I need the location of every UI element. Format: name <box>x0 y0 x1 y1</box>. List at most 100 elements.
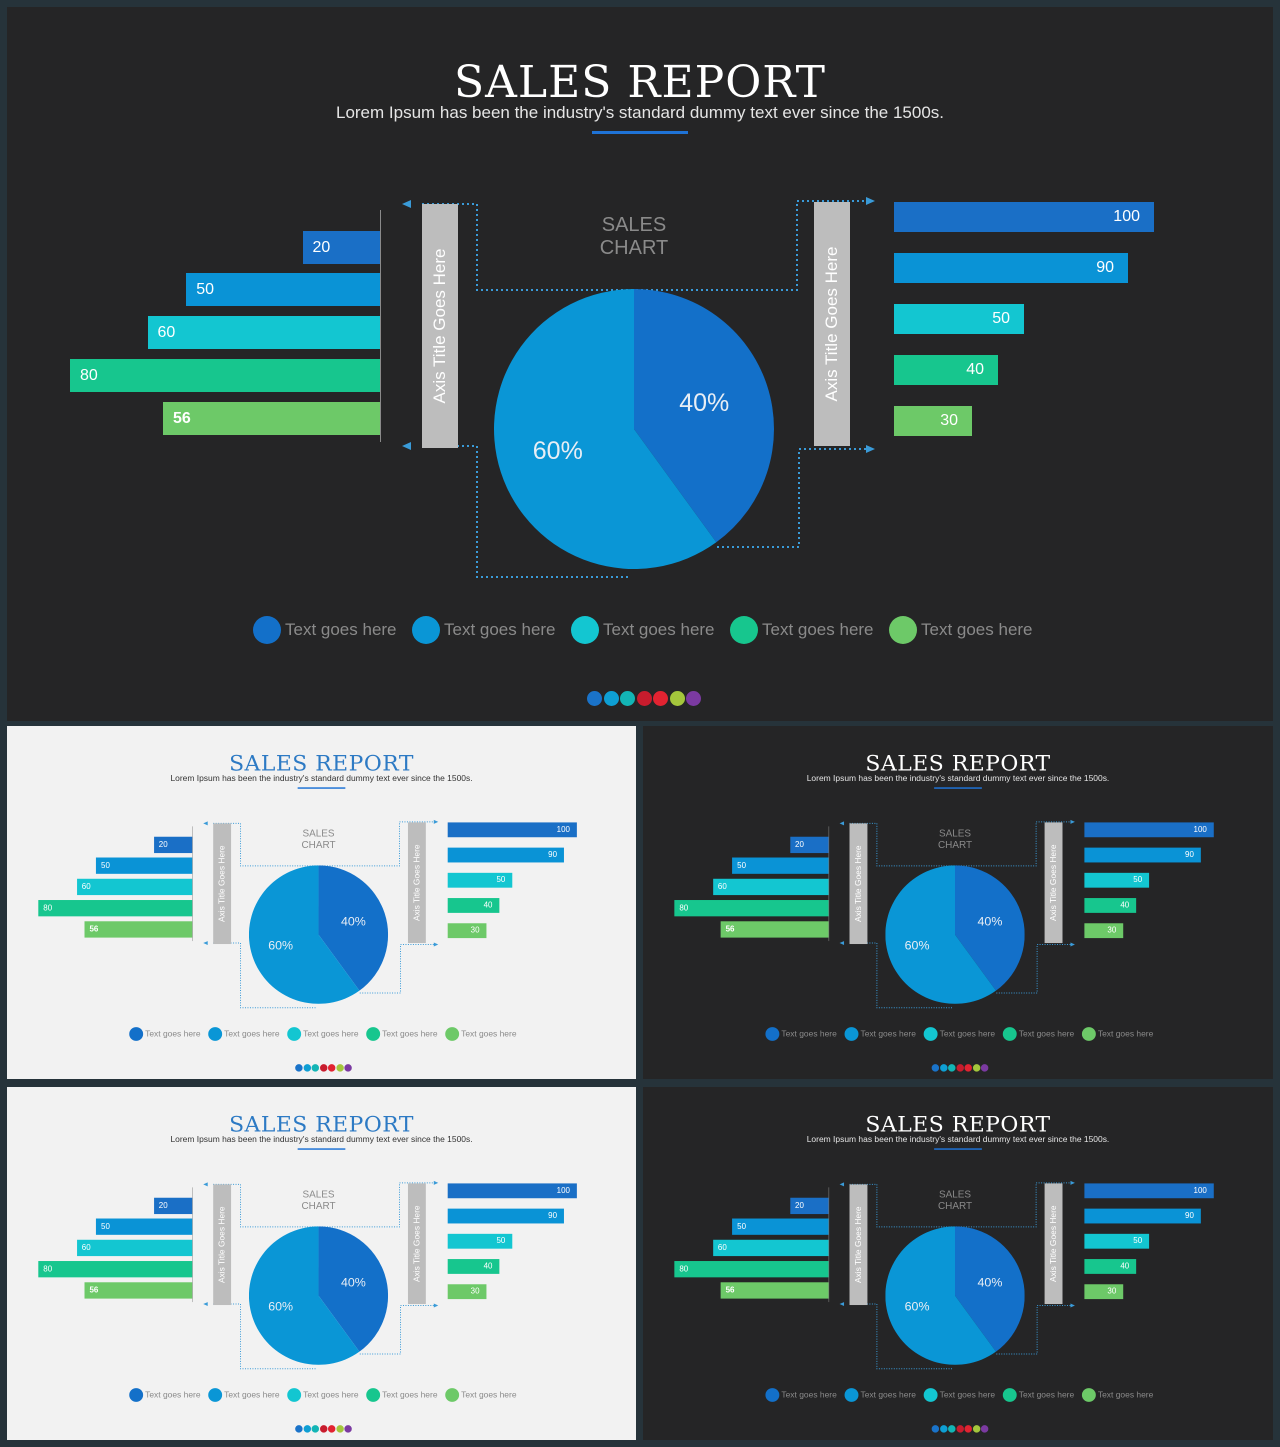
legend-dot <box>1081 1388 1096 1402</box>
page-dot[interactable] <box>939 1425 948 1433</box>
right-bar: 40 <box>447 898 500 913</box>
slide-thumb-1[interactable]: SALES REPORT Lorem Ipsum has been the in… <box>7 726 636 1079</box>
sales-chart-title: SALES CHART <box>937 828 973 851</box>
left-bar: 80 <box>674 900 829 917</box>
page-dot[interactable] <box>336 1064 344 1072</box>
page-dot[interactable] <box>311 1425 320 1433</box>
legend-dot <box>923 1388 938 1402</box>
page-dot[interactable] <box>956 1064 964 1072</box>
right-bar: 90 <box>1084 1208 1201 1224</box>
page-dot[interactable] <box>327 1064 336 1072</box>
legend-label: Text goes here <box>145 1029 201 1039</box>
page-dot[interactable] <box>931 1425 940 1433</box>
page-dot[interactable] <box>964 1425 972 1433</box>
axis-title-right: Axis Title Goes Here <box>822 246 841 402</box>
right-bar: 50 <box>447 872 513 888</box>
page-dot[interactable] <box>964 1064 972 1072</box>
page-dot[interactable] <box>603 691 619 706</box>
page-dot[interactable] <box>948 1064 956 1072</box>
legend-dot <box>889 616 917 644</box>
page-dot[interactable] <box>686 691 701 706</box>
page-dot[interactable] <box>303 1064 311 1072</box>
right-bar: 100 <box>447 822 577 838</box>
left-bar: 80 <box>38 1261 193 1278</box>
page-dot[interactable] <box>327 1425 336 1433</box>
left-bottom-connector-line <box>849 1303 953 1370</box>
legend-dot <box>208 1388 223 1402</box>
page-dot[interactable] <box>344 1064 352 1072</box>
legend-label: Text goes here <box>461 1390 517 1400</box>
pie-slice-label: 40% <box>340 1275 366 1290</box>
legend-label: Text goes here <box>382 1390 438 1400</box>
page-dot[interactable] <box>948 1425 956 1433</box>
slide-page-dots <box>295 1425 360 1433</box>
slide-title: SALES REPORT <box>865 1111 1051 1137</box>
pie-slice <box>494 289 717 569</box>
page-dot[interactable] <box>344 1425 352 1433</box>
slide-subtitle: Lorem Ipsum has been the industry's stan… <box>335 103 944 122</box>
legend-label: Text goes here <box>224 1029 280 1039</box>
page-dot[interactable] <box>956 1425 964 1433</box>
page-dot[interactable] <box>939 1064 948 1072</box>
slide-thumb-4[interactable]: SALES REPORT Lorem Ipsum has been the in… <box>643 1087 1273 1440</box>
axis-title-right: Axis Title Goes Here <box>411 844 422 922</box>
page-dot[interactable] <box>620 691 635 706</box>
right-bar: 90 <box>1084 847 1201 863</box>
page-dot[interactable] <box>336 1425 344 1433</box>
axis-title-left: Axis Title Goes Here <box>217 845 227 923</box>
legend-dot <box>287 1027 302 1041</box>
page-dot[interactable] <box>972 1425 981 1433</box>
left-bar: 60 <box>712 878 829 896</box>
pie-slice-label: 40% <box>977 1275 1003 1290</box>
page-dot[interactable] <box>587 691 602 706</box>
axis-title-left: Axis Title Goes Here <box>430 248 449 404</box>
page-dot[interactable] <box>319 1064 328 1072</box>
legend-dot <box>253 616 281 644</box>
right-bar: 50 <box>1084 1233 1150 1249</box>
left-bar: 20 <box>302 231 380 264</box>
legend-label: Text goes here <box>382 1029 438 1039</box>
legend-dot <box>765 1027 780 1041</box>
right-bottom-connector-line <box>359 1305 437 1355</box>
pie-chart <box>248 1226 389 1365</box>
pie-slice <box>885 865 996 1004</box>
page-dot[interactable] <box>295 1064 303 1072</box>
page-dot[interactable] <box>319 1425 328 1433</box>
legend-label: Text goes here <box>303 1390 359 1400</box>
slide-main: SALES REPORT Lorem Ipsum has been the in… <box>7 7 1273 721</box>
slide-page-dots <box>587 691 717 707</box>
page-dot[interactable] <box>311 1064 320 1072</box>
left-bar: 50 <box>186 273 380 306</box>
right-bar: 30 <box>447 923 487 939</box>
pie-slice-label: 60% <box>904 1299 930 1314</box>
axis-title-right: Axis Title Goes Here <box>1048 1205 1059 1283</box>
right-bar: 50 <box>1084 872 1150 888</box>
left-bottom-connector-line <box>422 445 629 578</box>
legend-label: Text goes here <box>285 620 397 639</box>
pie-slice <box>955 865 1025 991</box>
legend-dot <box>844 1388 859 1402</box>
page-dot[interactable] <box>980 1064 989 1072</box>
slide-thumb-3[interactable]: SALES REPORT Lorem Ipsum has been the in… <box>7 1087 636 1440</box>
title-underline <box>934 787 982 789</box>
right-bottom-connector-line <box>996 944 1074 994</box>
page-dot[interactable] <box>669 691 685 706</box>
legend-label: Text goes here <box>1018 1390 1075 1400</box>
legend-label: Text goes here <box>145 1390 201 1400</box>
page-dot[interactable] <box>295 1425 303 1433</box>
legend-dot <box>366 1388 381 1402</box>
axis-title-box-right: Axis Title Goes Here <box>1044 822 1063 944</box>
page-dot[interactable] <box>980 1425 989 1433</box>
sales-chart-title: SALES CHART <box>937 1189 973 1212</box>
legend-label: Text goes here <box>1097 1029 1154 1039</box>
page-dot[interactable] <box>972 1064 981 1072</box>
legend-dot <box>208 1027 223 1041</box>
page-dot[interactable] <box>653 691 668 706</box>
page-dot[interactable] <box>931 1064 940 1072</box>
page-dot[interactable] <box>636 691 652 706</box>
slide-thumb-2[interactable]: SALES REPORT Lorem Ipsum has been the in… <box>643 726 1273 1079</box>
legend-label: Text goes here <box>921 620 1033 639</box>
page-dot[interactable] <box>303 1425 311 1433</box>
pie-slice-label: 60% <box>532 436 583 465</box>
left-bottom-connector-line <box>213 942 317 1009</box>
